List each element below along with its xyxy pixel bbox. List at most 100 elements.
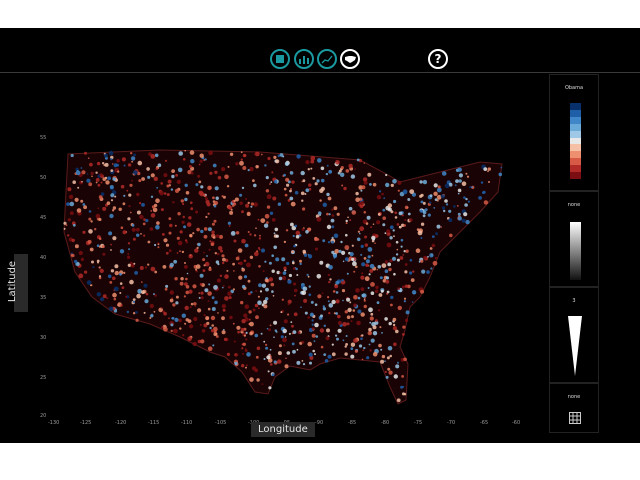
county-dot xyxy=(384,269,389,273)
county-dot xyxy=(139,266,144,270)
county-dot xyxy=(350,347,354,350)
us-map[interactable] xyxy=(20,102,550,432)
county-dot xyxy=(222,328,225,331)
county-dot xyxy=(287,302,290,306)
county-dot xyxy=(322,307,327,311)
county-dot xyxy=(305,160,310,165)
county-dot xyxy=(131,224,135,227)
county-dot xyxy=(337,314,341,319)
x-tick: -110 xyxy=(181,420,193,426)
county-dot xyxy=(251,366,257,371)
county-dot xyxy=(240,300,244,305)
county-dot xyxy=(169,223,173,228)
bar-chart-button[interactable] xyxy=(294,49,314,69)
county-dot xyxy=(308,285,311,288)
color-panel[interactable]: Obama xyxy=(549,74,599,191)
county-dot xyxy=(255,290,258,292)
county-dot xyxy=(285,229,289,232)
county-dot xyxy=(311,323,314,326)
county-dot xyxy=(132,312,136,315)
county-dot xyxy=(389,259,393,263)
county-dot xyxy=(335,291,339,294)
county-dot xyxy=(315,335,319,338)
county-dot xyxy=(290,321,293,323)
county-dot xyxy=(293,312,298,317)
county-dot xyxy=(211,307,216,311)
opacity-panel[interactable]: none xyxy=(549,191,599,287)
county-dot xyxy=(346,297,351,302)
map-view-button[interactable] xyxy=(340,49,360,69)
county-dot xyxy=(195,210,199,214)
county-dot xyxy=(370,338,375,343)
county-dot xyxy=(403,357,407,362)
county-dot xyxy=(331,250,335,254)
county-dot xyxy=(279,271,282,274)
county-dot xyxy=(193,316,198,322)
county-dot xyxy=(149,317,152,319)
county-dot xyxy=(308,293,312,297)
county-dot xyxy=(184,183,188,187)
county-dot xyxy=(254,234,257,237)
county-dot xyxy=(187,336,192,341)
county-dot xyxy=(384,360,386,363)
county-dot xyxy=(381,192,384,196)
county-dot xyxy=(143,311,146,314)
county-dot xyxy=(193,302,197,306)
line-chart-button[interactable] xyxy=(317,49,337,69)
county-dot xyxy=(345,169,350,173)
county-dot xyxy=(362,349,365,351)
county-dot xyxy=(294,190,299,195)
county-dot xyxy=(291,332,294,335)
county-dot xyxy=(325,172,329,176)
county-dot xyxy=(98,237,102,240)
county-dot xyxy=(286,351,291,355)
county-dot xyxy=(86,280,92,285)
county-dot xyxy=(385,375,389,379)
county-dot xyxy=(431,243,436,248)
county-dot xyxy=(422,210,427,215)
county-dot xyxy=(415,248,421,253)
county-dot xyxy=(249,377,254,382)
county-dot xyxy=(372,182,377,187)
county-dot xyxy=(171,316,175,320)
county-dot xyxy=(171,297,173,299)
county-dot xyxy=(433,183,438,188)
x-axis-button[interactable]: Longitude xyxy=(251,422,315,437)
county-dot xyxy=(150,154,156,159)
county-dot xyxy=(397,189,400,192)
county-dot xyxy=(392,179,397,184)
chart-view-button[interactable] xyxy=(270,49,290,69)
county-dot xyxy=(169,262,174,268)
size-panel[interactable]: 3 xyxy=(549,287,599,383)
y-axis-button[interactable]: Latitude xyxy=(7,254,28,312)
county-dot xyxy=(368,343,371,346)
county-dot xyxy=(199,283,203,286)
county-dot xyxy=(271,171,274,174)
county-dot xyxy=(298,234,302,237)
county-dot xyxy=(398,211,403,216)
grid-panel[interactable]: none xyxy=(549,383,599,433)
county-dot xyxy=(211,296,215,300)
county-dot xyxy=(142,222,146,226)
county-dot xyxy=(273,336,275,338)
county-dot xyxy=(110,199,114,202)
county-dot xyxy=(351,257,355,261)
bar-chart-icon xyxy=(299,56,309,64)
county-dot xyxy=(254,151,260,157)
county-dot xyxy=(109,213,114,219)
county-dot xyxy=(269,348,272,351)
county-dot xyxy=(117,170,120,173)
county-dot xyxy=(292,330,297,334)
county-dot xyxy=(314,182,318,186)
county-dot xyxy=(208,283,211,286)
county-dot xyxy=(170,329,173,333)
county-dot xyxy=(322,305,325,308)
county-dot xyxy=(469,186,472,189)
county-dot xyxy=(344,245,350,250)
county-dot xyxy=(199,273,204,278)
county-dot xyxy=(188,165,192,168)
help-button[interactable]: ? xyxy=(428,49,448,69)
county-dot xyxy=(384,317,388,321)
county-dot xyxy=(131,179,133,182)
county-dot xyxy=(126,189,129,192)
